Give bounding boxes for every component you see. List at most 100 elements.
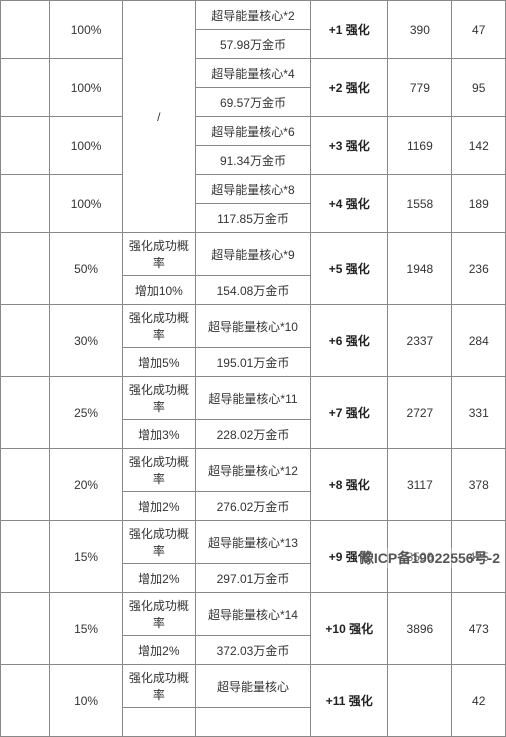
value2-cell: 331 — [452, 377, 506, 449]
material-cell: 超导能量核心*12 — [195, 449, 311, 492]
level-cell: +5 强化 — [311, 233, 388, 305]
slash-cell: / — [122, 1, 195, 233]
bonus-cell-2: 增加2% — [122, 492, 195, 521]
bonus-cell: 强化成功概率 — [122, 233, 195, 276]
spacer-cell — [1, 59, 50, 117]
table-row: 50%强化成功概率超导能量核心*9+5 强化1948236 — [1, 233, 506, 276]
table-row: 100%超导能量核心*6+3 强化1169142 — [1, 117, 506, 146]
percent-cell: 15% — [50, 593, 123, 665]
bonus-cell: 强化成功概率 — [122, 449, 195, 492]
value1-cell: 390 — [388, 1, 452, 59]
level-cell: +4 强化 — [311, 175, 388, 233]
icp-footer: 豫ICP备19022556号-2 — [360, 548, 500, 568]
value1-cell — [388, 665, 452, 737]
gold-cell: 154.08万金币 — [195, 276, 311, 305]
value2-cell: 95 — [452, 59, 506, 117]
bonus-cell: 强化成功概率 — [122, 305, 195, 348]
value2-cell: 42 — [452, 665, 506, 737]
material-cell: 超导能量核心*8 — [195, 175, 311, 204]
gold-cell: 69.57万金币 — [195, 88, 311, 117]
bonus-cell-2: 增加3% — [122, 420, 195, 449]
percent-cell: 20% — [50, 449, 123, 521]
table-row: 25%强化成功概率超导能量核心*11+7 强化2727331 — [1, 377, 506, 420]
spacer-cell — [1, 175, 50, 233]
value2-cell: 47 — [452, 1, 506, 59]
percent-cell: 15% — [50, 521, 123, 593]
value2-cell: 236 — [452, 233, 506, 305]
value1-cell: 3117 — [388, 449, 452, 521]
bonus-cell-2 — [122, 708, 195, 737]
material-cell: 超导能量核心*10 — [195, 305, 311, 348]
value2-cell: 189 — [452, 175, 506, 233]
material-cell: 超导能量核心*4 — [195, 59, 311, 88]
material-cell: 超导能量核心*2 — [195, 1, 311, 30]
gold-cell: 195.01万金币 — [195, 348, 311, 377]
spacer-cell — [1, 521, 50, 593]
level-cell: +1 强化 — [311, 1, 388, 59]
value1-cell: 779 — [388, 59, 452, 117]
bonus-cell: 强化成功概率 — [122, 665, 195, 708]
material-cell: 超导能量核心*11 — [195, 377, 311, 420]
percent-cell: 30% — [50, 305, 123, 377]
percent-cell: 50% — [50, 233, 123, 305]
enhancement-table: 100%/超导能量核心*2+1 强化3904757.98万金币100%超导能量核… — [0, 0, 506, 737]
gold-cell: 372.03万金币 — [195, 636, 311, 665]
level-cell: +2 强化 — [311, 59, 388, 117]
spacer-cell — [1, 305, 50, 377]
percent-cell: 100% — [50, 59, 123, 117]
percent-cell: 10% — [50, 665, 123, 737]
value1-cell: 3896 — [388, 593, 452, 665]
value2-cell: 284 — [452, 305, 506, 377]
material-cell: 超导能量核心*13 — [195, 521, 311, 564]
table-row: 30%强化成功概率超导能量核心*10+6 强化2337284 — [1, 305, 506, 348]
gold-cell: 297.01万金币 — [195, 564, 311, 593]
level-cell: +8 强化 — [311, 449, 388, 521]
value1-cell: 2337 — [388, 305, 452, 377]
value1-cell: 1169 — [388, 117, 452, 175]
table-row: 100%超导能量核心*8+4 强化1558189 — [1, 175, 506, 204]
bonus-cell: 强化成功概率 — [122, 377, 195, 420]
level-cell: +3 强化 — [311, 117, 388, 175]
value1-cell: 1558 — [388, 175, 452, 233]
material-cell: 超导能量核心*6 — [195, 117, 311, 146]
value2-cell: 473 — [452, 593, 506, 665]
level-cell: +6 强化 — [311, 305, 388, 377]
bonus-cell-2: 增加2% — [122, 636, 195, 665]
gold-cell: 228.02万金币 — [195, 420, 311, 449]
bonus-cell: 强化成功概率 — [122, 521, 195, 564]
table-row: 10%强化成功概率超导能量核心+11 强化42 — [1, 665, 506, 708]
spacer-cell — [1, 233, 50, 305]
spacer-cell — [1, 1, 50, 59]
gold-cell: 276.02万金币 — [195, 492, 311, 521]
level-cell: +11 强化 — [311, 665, 388, 737]
table-row: 20%强化成功概率超导能量核心*12+8 强化3117378 — [1, 449, 506, 492]
material-cell: 超导能量核心*14 — [195, 593, 311, 636]
bonus-cell-2: 增加5% — [122, 348, 195, 377]
gold-cell: 57.98万金币 — [195, 30, 311, 59]
percent-cell: 100% — [50, 117, 123, 175]
level-cell: +10 强化 — [311, 593, 388, 665]
value2-cell: 142 — [452, 117, 506, 175]
table-row: 100%超导能量核心*4+2 强化77995 — [1, 59, 506, 88]
percent-cell: 25% — [50, 377, 123, 449]
percent-cell: 100% — [50, 1, 123, 59]
level-cell: +7 强化 — [311, 377, 388, 449]
gold-cell: 91.34万金币 — [195, 146, 311, 175]
bonus-cell-2: 增加10% — [122, 276, 195, 305]
spacer-cell — [1, 377, 50, 449]
spacer-cell — [1, 117, 50, 175]
bonus-cell: 强化成功概率 — [122, 593, 195, 636]
percent-cell: 100% — [50, 175, 123, 233]
spacer-cell — [1, 665, 50, 737]
value1-cell: 1948 — [388, 233, 452, 305]
spacer-cell — [1, 449, 50, 521]
value1-cell: 2727 — [388, 377, 452, 449]
value2-cell: 378 — [452, 449, 506, 521]
table-row: 15%强化成功概率超导能量核心*14+10 强化3896473 — [1, 593, 506, 636]
spacer-cell — [1, 593, 50, 665]
bonus-cell-2: 增加2% — [122, 564, 195, 593]
gold-cell: 117.85万金币 — [195, 204, 311, 233]
material-cell: 超导能量核心 — [195, 665, 311, 708]
material-cell: 超导能量核心*9 — [195, 233, 311, 276]
gold-cell — [195, 708, 311, 737]
